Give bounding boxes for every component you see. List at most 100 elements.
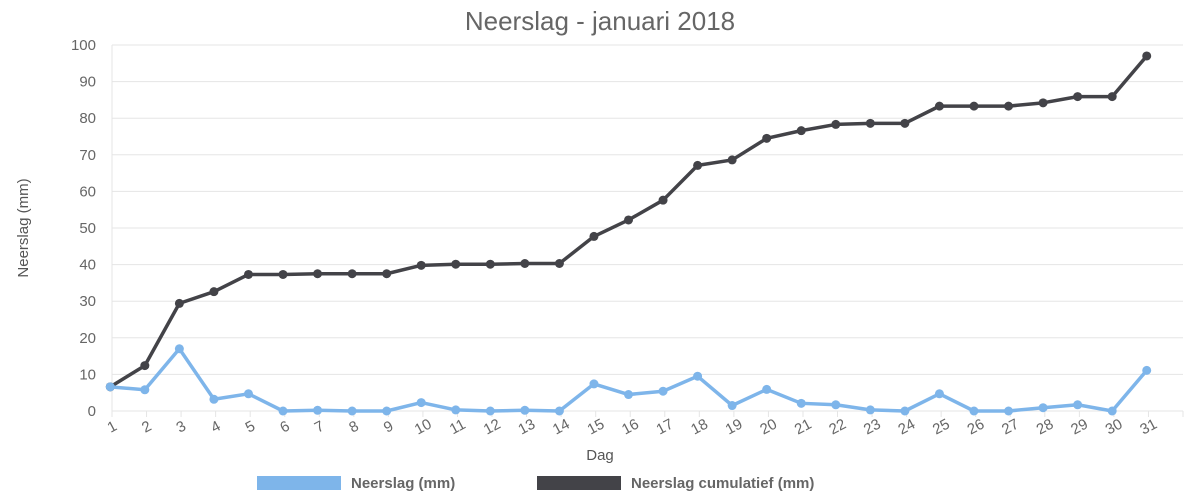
x-axis-label: Dag xyxy=(586,447,614,464)
data-point[interactable] xyxy=(969,101,979,111)
data-point[interactable] xyxy=(140,385,150,395)
data-point[interactable] xyxy=(865,118,875,128)
data-point[interactable] xyxy=(1038,403,1048,413)
data-point[interactable] xyxy=(520,259,530,269)
y-tick-label: 100 xyxy=(71,37,96,54)
series-group xyxy=(105,51,1152,392)
x-tick-label: 27 xyxy=(999,416,1022,439)
data-point[interactable] xyxy=(554,406,564,416)
data-point[interactable] xyxy=(934,101,944,111)
data-point[interactable] xyxy=(624,390,633,400)
data-point[interactable] xyxy=(1142,365,1152,375)
data-point[interactable] xyxy=(485,406,495,416)
data-point[interactable] xyxy=(1004,406,1014,416)
x-tick-label: 20 xyxy=(757,416,780,439)
data-point[interactable] xyxy=(831,119,841,129)
data-point[interactable] xyxy=(796,126,806,136)
y-tick-label: 50 xyxy=(79,220,96,237)
data-point[interactable] xyxy=(900,118,910,128)
data-point[interactable] xyxy=(762,384,772,394)
x-tick-label: 14 xyxy=(550,416,573,439)
data-point[interactable] xyxy=(243,269,253,279)
data-point[interactable] xyxy=(174,344,184,354)
data-point[interactable] xyxy=(174,298,184,308)
y-tick-label: 70 xyxy=(79,147,96,164)
data-point[interactable] xyxy=(658,195,668,205)
x-tick-label: 11 xyxy=(447,416,469,438)
legend[interactable]: Neerslag (mm) Neerslag cumulatief (mm) xyxy=(257,475,814,492)
y-tick-label: 80 xyxy=(79,110,96,127)
legend-swatch xyxy=(257,476,341,490)
data-point[interactable] xyxy=(727,155,737,165)
data-point[interactable] xyxy=(934,389,944,399)
data-point[interactable] xyxy=(140,361,150,371)
data-point[interactable] xyxy=(554,259,564,269)
data-point[interactable] xyxy=(485,259,495,269)
data-point[interactable] xyxy=(589,231,599,241)
data-point[interactable] xyxy=(347,406,357,416)
y-tick-label: 60 xyxy=(79,183,96,200)
data-point[interactable] xyxy=(382,269,392,279)
data-point[interactable] xyxy=(969,406,979,416)
x-tick-label: 15 xyxy=(584,416,607,439)
data-point[interactable] xyxy=(1004,101,1014,111)
data-point[interactable] xyxy=(1073,92,1083,102)
data-point[interactable] xyxy=(865,405,875,415)
data-point[interactable] xyxy=(831,400,841,410)
grid-lines xyxy=(111,44,1184,417)
data-point[interactable] xyxy=(105,382,115,392)
data-point[interactable] xyxy=(693,371,703,381)
data-point[interactable] xyxy=(520,405,530,415)
series-line xyxy=(110,347,1149,413)
data-point[interactable] xyxy=(416,398,426,408)
data-point[interactable] xyxy=(313,405,323,415)
data-point[interactable] xyxy=(278,269,288,279)
data-point[interactable] xyxy=(762,133,772,143)
data-point[interactable] xyxy=(900,406,910,416)
data-point[interactable] xyxy=(693,160,703,170)
data-point[interactable] xyxy=(243,389,253,399)
x-tick-label: 23 xyxy=(861,416,884,439)
x-tick-label: 3 xyxy=(174,418,189,437)
data-point[interactable] xyxy=(624,215,633,225)
chart-title: Neerslag - januari 2018 xyxy=(465,6,735,36)
data-point[interactable] xyxy=(451,259,461,269)
x-tick-label: 24 xyxy=(895,416,918,439)
legend-item[interactable]: Neerslag (mm) xyxy=(257,475,455,492)
x-tick-label: 29 xyxy=(1068,416,1091,439)
x-axis-ticks: 1 2 3 4 5 6 7 8 9 10 11 12 13 14 15 16 17 18 19 20 21 22 23 24 2… xyxy=(104,416,1159,439)
data-point[interactable] xyxy=(589,379,599,389)
legend-label: Neerslag (mm) xyxy=(351,475,455,492)
data-point[interactable] xyxy=(416,260,426,270)
y-tick-label: 40 xyxy=(79,257,96,274)
y-tick-label: 90 xyxy=(79,74,96,91)
data-point[interactable] xyxy=(347,269,357,279)
data-point[interactable] xyxy=(278,406,288,416)
x-tick-label: 2 xyxy=(139,418,154,437)
data-point[interactable] xyxy=(658,386,668,396)
data-point[interactable] xyxy=(727,401,737,411)
data-point[interactable] xyxy=(382,406,392,416)
x-tick-label: 1 xyxy=(104,418,119,437)
y-tick-label: 20 xyxy=(79,330,96,347)
data-point[interactable] xyxy=(451,405,461,415)
data-point[interactable] xyxy=(1073,400,1083,410)
data-point[interactable] xyxy=(796,398,806,408)
x-tick-label: 30 xyxy=(1103,416,1126,439)
data-point[interactable] xyxy=(1107,92,1117,102)
legend-item[interactable]: Neerslag cumulatief (mm) xyxy=(537,475,814,492)
x-tick-label: 13 xyxy=(515,416,538,439)
x-tick-label: 19 xyxy=(723,416,746,439)
data-point[interactable] xyxy=(313,269,323,279)
data-point[interactable] xyxy=(209,287,219,297)
y-axis-ticks: 0 10 20 30 40 50 60 70 80 90 100 xyxy=(71,37,96,420)
data-point[interactable] xyxy=(1038,98,1048,108)
data-point[interactable] xyxy=(1142,51,1152,61)
x-tick-label: 21 xyxy=(792,416,815,439)
data-point[interactable] xyxy=(209,394,219,404)
legend-swatch xyxy=(537,476,621,490)
data-point[interactable] xyxy=(1107,406,1117,416)
legend-label: Neerslag cumulatief (mm) xyxy=(631,475,814,492)
